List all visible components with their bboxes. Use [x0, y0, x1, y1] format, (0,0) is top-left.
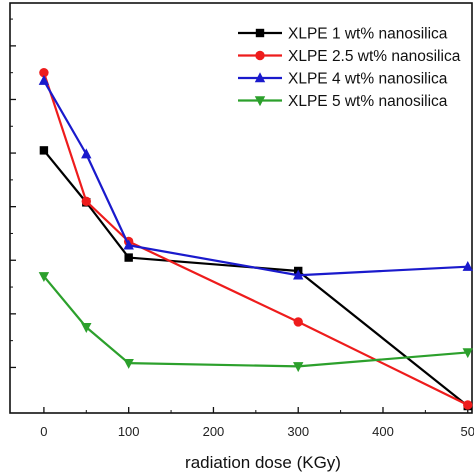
legend-label: XLPE 5 wt% nanosilica: [288, 93, 448, 110]
data-point: [254, 96, 266, 107]
data-point: [254, 72, 266, 83]
x-tick-label: 200: [203, 424, 225, 439]
data-point: [39, 67, 49, 78]
data-point: [81, 196, 91, 207]
legend-item: XLPE 5 wt% nanosilica: [238, 93, 448, 110]
x-tick-label: 100: [118, 424, 140, 439]
legend: XLPE 1 wt% nanosilica XLPE 2.5 wt% nanosi…: [238, 26, 461, 110]
legend-item: XLPE 2.5 wt% nanosilica: [238, 48, 461, 65]
legend-label: XLPE 1 wt% nanosilica: [288, 26, 448, 43]
data-point: [462, 260, 473, 271]
data-point: [462, 348, 473, 359]
x-tick-label: 300: [287, 424, 309, 439]
x-tick-label: 50: [461, 424, 474, 439]
data-point: [81, 323, 92, 333]
data-point: [463, 400, 473, 410]
data-point: [293, 269, 304, 280]
legend-item: XLPE 4 wt% nanosilica: [238, 71, 448, 88]
series-line: [43, 149, 469, 407]
x-tick-label: 400: [372, 424, 394, 439]
data-point: [39, 146, 49, 155]
data-point: [293, 362, 304, 373]
axes: 0 100 200 300 400 50: [9, 2, 474, 439]
data-point: [123, 239, 134, 250]
data-point: [293, 317, 303, 327]
series-line: [43, 275, 468, 368]
data-point: [38, 272, 50, 283]
plot-frame: [9, 2, 473, 414]
x-axis-title: radiation dose (KGy): [185, 453, 341, 472]
data-point: [124, 253, 133, 262]
series-1: [39, 146, 472, 411]
series-3: [38, 75, 473, 280]
data-point: [123, 358, 134, 369]
series-layer: [38, 67, 473, 411]
data-point: [255, 28, 265, 38]
legend-label: XLPE 2.5 wt% nanosilica: [288, 48, 461, 65]
legend-item: XLPE 1 wt% nanosilica: [238, 26, 448, 43]
data-point: [81, 148, 92, 159]
series-4: [38, 272, 473, 373]
x-tick-label: 0: [40, 424, 47, 439]
data-point: [255, 50, 265, 61]
legend-label: XLPE 4 wt% nanosilica: [288, 71, 448, 88]
data-point: [38, 75, 50, 85]
